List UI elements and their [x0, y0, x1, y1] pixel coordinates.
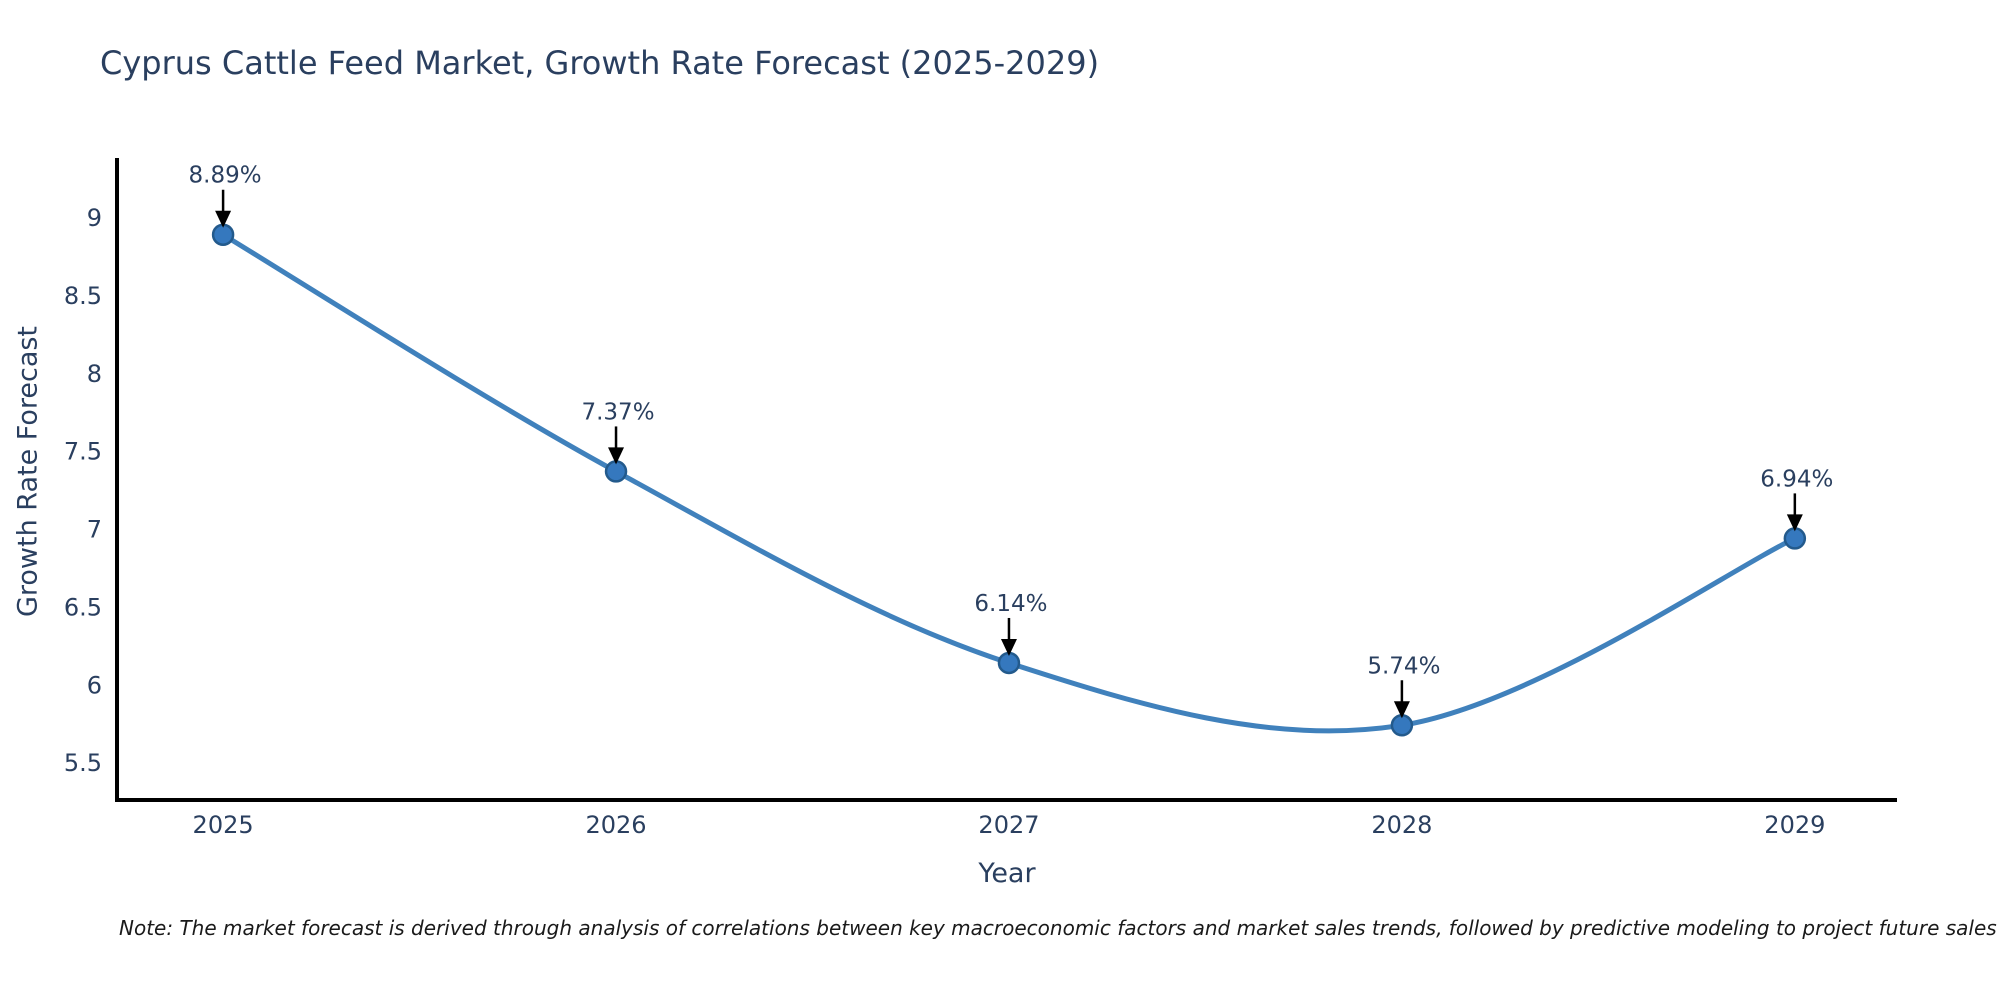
annotation-arrow-head	[608, 447, 625, 465]
x-tick-label: 2027	[978, 811, 1039, 839]
point-value-label: 6.94%	[1760, 466, 1833, 492]
y-tick-label: 7	[87, 516, 102, 544]
annotation-arrow-head	[215, 210, 232, 228]
x-tick-label: 2028	[1371, 811, 1432, 839]
y-tick-label: 8.5	[64, 282, 102, 310]
y-tick-label: 8	[87, 360, 102, 388]
x-tick-label: 2029	[1764, 811, 1825, 839]
point-value-label: 5.74%	[1367, 653, 1440, 679]
annotation-arrow-head	[1000, 638, 1017, 656]
point-value-label: 8.89%	[189, 163, 262, 189]
x-axis-title: Year	[978, 858, 1036, 889]
point-value-label: 6.14%	[974, 591, 1047, 617]
footnote: Note: The market forecast is derived thr…	[119, 916, 1997, 940]
annotation-arrow-head	[1786, 514, 1803, 532]
x-tick-label: 2026	[585, 811, 646, 839]
y-tick-label: 7.5	[64, 438, 102, 466]
x-tick-label: 2025	[193, 811, 254, 839]
chart-title: Cyprus Cattle Feed Market, Growth Rate F…	[100, 44, 1100, 82]
annotation-arrow-head	[1393, 701, 1410, 719]
y-tick-label: 6.5	[64, 593, 102, 621]
y-tick-label: 9	[87, 204, 102, 232]
y-tick-label: 5.5	[64, 749, 102, 777]
point-value-label: 7.37%	[581, 399, 654, 425]
y-tick-label: 6	[87, 671, 102, 699]
